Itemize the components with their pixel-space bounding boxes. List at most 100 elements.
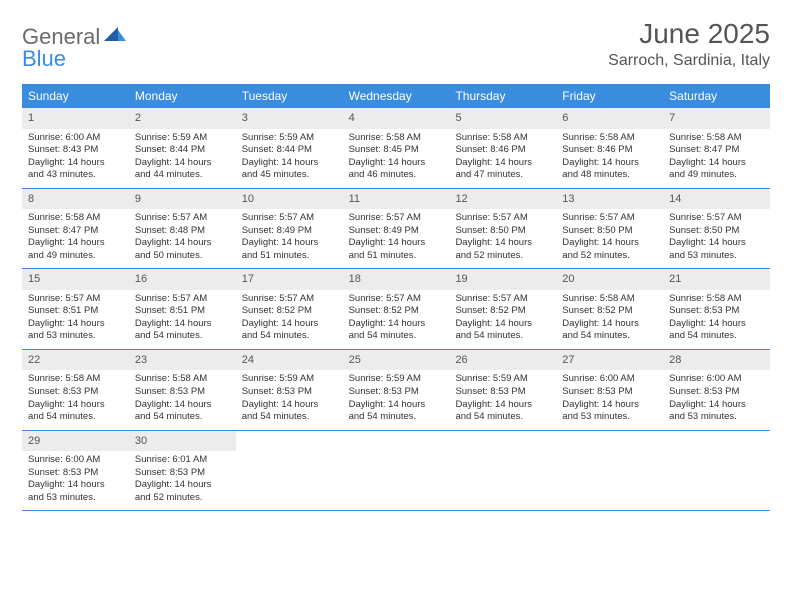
day-number: 25 bbox=[343, 350, 450, 371]
sunrise-line: Sunrise: 5:58 AM bbox=[28, 373, 123, 386]
day-cell: 29Sunrise: 6:00 AMSunset: 8:53 PMDayligh… bbox=[22, 431, 129, 511]
day-number: 22 bbox=[22, 350, 129, 371]
day-body: Sunrise: 5:57 AMSunset: 8:50 PMDaylight:… bbox=[663, 212, 770, 262]
day-cell: 8Sunrise: 5:58 AMSunset: 8:47 PMDaylight… bbox=[22, 189, 129, 269]
header: General June 2025 Sarroch, Sardinia, Ita… bbox=[22, 18, 770, 70]
sunrise-line: Sunrise: 6:01 AM bbox=[135, 454, 230, 467]
day-number: 16 bbox=[129, 269, 236, 290]
sunrise-line: Sunrise: 5:57 AM bbox=[349, 212, 444, 225]
daylight-line: Daylight: 14 hours and 54 minutes. bbox=[669, 318, 764, 343]
sunset-line: Sunset: 8:46 PM bbox=[562, 144, 657, 157]
day-body: Sunrise: 5:58 AMSunset: 8:53 PMDaylight:… bbox=[22, 373, 129, 423]
daylight-line: Daylight: 14 hours and 53 minutes. bbox=[669, 399, 764, 424]
day-number: 18 bbox=[343, 269, 450, 290]
sunrise-line: Sunrise: 5:58 AM bbox=[455, 132, 550, 145]
day-number: 12 bbox=[449, 189, 556, 210]
day-cell: 24Sunrise: 5:59 AMSunset: 8:53 PMDayligh… bbox=[236, 350, 343, 430]
day-cell: . bbox=[236, 431, 343, 511]
daylight-line: Daylight: 14 hours and 54 minutes. bbox=[455, 318, 550, 343]
sunset-line: Sunset: 8:45 PM bbox=[349, 144, 444, 157]
day-body: Sunrise: 5:57 AMSunset: 8:49 PMDaylight:… bbox=[236, 212, 343, 262]
day-cell: 27Sunrise: 6:00 AMSunset: 8:53 PMDayligh… bbox=[556, 350, 663, 430]
daylight-line: Daylight: 14 hours and 44 minutes. bbox=[135, 157, 230, 182]
sunset-line: Sunset: 8:53 PM bbox=[135, 467, 230, 480]
day-number: 23 bbox=[129, 350, 236, 371]
week-row: 29Sunrise: 6:00 AMSunset: 8:53 PMDayligh… bbox=[22, 431, 770, 512]
weeks-container: 1Sunrise: 6:00 AMSunset: 8:43 PMDaylight… bbox=[22, 108, 770, 511]
day-cell: . bbox=[343, 431, 450, 511]
sunrise-line: Sunrise: 5:58 AM bbox=[669, 293, 764, 306]
day-body: Sunrise: 5:59 AMSunset: 8:53 PMDaylight:… bbox=[343, 373, 450, 423]
day-number: 2 bbox=[129, 108, 236, 129]
sunset-line: Sunset: 8:53 PM bbox=[28, 467, 123, 480]
day-number: 20 bbox=[556, 269, 663, 290]
sunset-line: Sunset: 8:43 PM bbox=[28, 144, 123, 157]
day-number: 5 bbox=[449, 108, 556, 129]
sunrise-line: Sunrise: 5:59 AM bbox=[349, 373, 444, 386]
day-cell: 2Sunrise: 5:59 AMSunset: 8:44 PMDaylight… bbox=[129, 108, 236, 188]
sunset-line: Sunset: 8:44 PM bbox=[242, 144, 337, 157]
day-body: Sunrise: 5:57 AMSunset: 8:50 PMDaylight:… bbox=[449, 212, 556, 262]
sunrise-line: Sunrise: 5:59 AM bbox=[455, 373, 550, 386]
sunrise-line: Sunrise: 5:57 AM bbox=[135, 293, 230, 306]
day-number: 29 bbox=[22, 431, 129, 452]
day-body: Sunrise: 5:57 AMSunset: 8:50 PMDaylight:… bbox=[556, 212, 663, 262]
day-body: Sunrise: 5:58 AMSunset: 8:47 PMDaylight:… bbox=[22, 212, 129, 262]
daylight-line: Daylight: 14 hours and 54 minutes. bbox=[349, 399, 444, 424]
day-body: Sunrise: 5:58 AMSunset: 8:46 PMDaylight:… bbox=[449, 132, 556, 182]
week-row: 8Sunrise: 5:58 AMSunset: 8:47 PMDaylight… bbox=[22, 189, 770, 270]
day-number: 28 bbox=[663, 350, 770, 371]
day-body: Sunrise: 5:57 AMSunset: 8:52 PMDaylight:… bbox=[236, 293, 343, 343]
day-cell: 26Sunrise: 5:59 AMSunset: 8:53 PMDayligh… bbox=[449, 350, 556, 430]
day-header-saturday: Saturday bbox=[663, 84, 770, 108]
day-body: Sunrise: 5:58 AMSunset: 8:52 PMDaylight:… bbox=[556, 293, 663, 343]
sunset-line: Sunset: 8:53 PM bbox=[135, 386, 230, 399]
day-cell: 17Sunrise: 5:57 AMSunset: 8:52 PMDayligh… bbox=[236, 269, 343, 349]
day-header-sunday: Sunday bbox=[22, 84, 129, 108]
sunrise-line: Sunrise: 5:58 AM bbox=[562, 293, 657, 306]
sunset-line: Sunset: 8:53 PM bbox=[455, 386, 550, 399]
daylight-line: Daylight: 14 hours and 51 minutes. bbox=[242, 237, 337, 262]
day-body: Sunrise: 6:00 AMSunset: 8:53 PMDaylight:… bbox=[663, 373, 770, 423]
day-body: Sunrise: 5:59 AMSunset: 8:53 PMDaylight:… bbox=[236, 373, 343, 423]
day-body: Sunrise: 5:58 AMSunset: 8:47 PMDaylight:… bbox=[663, 132, 770, 182]
daylight-line: Daylight: 14 hours and 51 minutes. bbox=[349, 237, 444, 262]
day-cell: 5 Sunrise: 5:58 AMSunset: 8:46 PMDaylight… bbox=[449, 108, 556, 188]
sunrise-line: Sunrise: 5:58 AM bbox=[28, 212, 123, 225]
day-body: Sunrise: 5:58 AMSunset: 8:53 PMDaylight:… bbox=[663, 293, 770, 343]
day-cell: 4Sunrise: 5:58 AMSunset: 8:45 PMDaylight… bbox=[343, 108, 450, 188]
sunrise-line: Sunrise: 5:59 AM bbox=[242, 132, 337, 145]
sunset-line: Sunset: 8:50 PM bbox=[669, 225, 764, 238]
day-cell: 25Sunrise: 5:59 AMSunset: 8:53 PMDayligh… bbox=[343, 350, 450, 430]
day-header-monday: Monday bbox=[129, 84, 236, 108]
sunset-line: Sunset: 8:52 PM bbox=[349, 305, 444, 318]
sunrise-line: Sunrise: 5:58 AM bbox=[669, 132, 764, 145]
sunset-line: Sunset: 8:52 PM bbox=[562, 305, 657, 318]
daylight-line: Daylight: 14 hours and 50 minutes. bbox=[135, 237, 230, 262]
sunset-line: Sunset: 8:53 PM bbox=[669, 386, 764, 399]
sunrise-line: Sunrise: 5:57 AM bbox=[242, 212, 337, 225]
day-number: 13 bbox=[556, 189, 663, 210]
day-cell: 12Sunrise: 5:57 AMSunset: 8:50 PMDayligh… bbox=[449, 189, 556, 269]
logo-triangle-icon bbox=[104, 25, 126, 46]
day-cell: 3Sunrise: 5:59 AMSunset: 8:44 PMDaylight… bbox=[236, 108, 343, 188]
day-number: 6 bbox=[556, 108, 663, 129]
day-number: 3 bbox=[236, 108, 343, 129]
sunrise-line: Sunrise: 5:58 AM bbox=[349, 132, 444, 145]
sunrise-line: Sunrise: 5:57 AM bbox=[242, 293, 337, 306]
daylight-line: Daylight: 14 hours and 52 minutes. bbox=[562, 237, 657, 262]
daylight-line: Daylight: 14 hours and 53 minutes. bbox=[669, 237, 764, 262]
sunset-line: Sunset: 8:51 PM bbox=[135, 305, 230, 318]
sunset-line: Sunset: 8:44 PM bbox=[135, 144, 230, 157]
day-body: Sunrise: 5:58 AMSunset: 8:46 PMDaylight:… bbox=[556, 132, 663, 182]
sunrise-line: Sunrise: 6:00 AM bbox=[669, 373, 764, 386]
day-cell: 19Sunrise: 5:57 AMSunset: 8:52 PMDayligh… bbox=[449, 269, 556, 349]
sunset-line: Sunset: 8:53 PM bbox=[669, 305, 764, 318]
day-number: 11 bbox=[343, 189, 450, 210]
day-cell: . bbox=[663, 431, 770, 511]
day-cell: 6 Sunrise: 5:58 AMSunset: 8:46 PMDaylight… bbox=[556, 108, 663, 188]
day-number: 21 bbox=[663, 269, 770, 290]
day-cell: 28Sunrise: 6:00 AMSunset: 8:53 PMDayligh… bbox=[663, 350, 770, 430]
sunset-line: Sunset: 8:53 PM bbox=[242, 386, 337, 399]
daylight-line: Daylight: 14 hours and 54 minutes. bbox=[455, 399, 550, 424]
